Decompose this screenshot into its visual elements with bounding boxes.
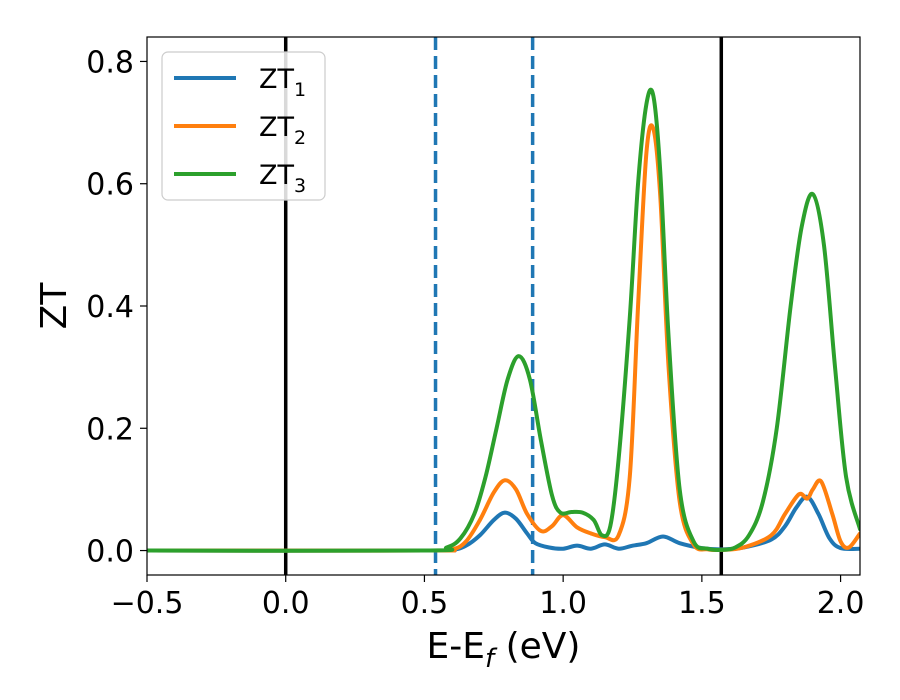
y-tick-label: 0.6	[86, 168, 134, 203]
x-axis-label-main: E-E	[427, 626, 485, 667]
y-tick-label: 0.4	[86, 290, 134, 325]
legend: ZT1 ZT2 ZT3	[161, 51, 326, 201]
x-tick-label: 0.0	[262, 586, 310, 621]
series-line-zt2	[147, 123, 860, 553]
x-tick-label: 1.5	[678, 586, 726, 621]
y-axis-label: ZT	[34, 282, 75, 330]
legend-label-zt3: ZT3	[259, 160, 306, 197]
x-tick-label: 1.0	[539, 586, 587, 621]
y-tick-label: 0.8	[86, 45, 134, 80]
series-line-zt1	[147, 494, 860, 553]
legend-label-zt2: ZT2	[259, 112, 306, 149]
legend-label-zt1: ZT1	[259, 64, 306, 101]
x-tick-label: −0.5	[111, 586, 184, 621]
series-line-zt3	[147, 87, 860, 553]
y-tick-label: 0.0	[86, 535, 134, 570]
x-axis-label: E-Ef (eV)	[427, 626, 581, 674]
x-tick-label: 2.0	[817, 586, 865, 621]
legend-box	[161, 51, 326, 201]
x-axis-label-tail: (eV)	[494, 626, 580, 667]
x-tick-label: 0.5	[401, 586, 449, 621]
y-tick-label: 0.2	[86, 412, 134, 447]
